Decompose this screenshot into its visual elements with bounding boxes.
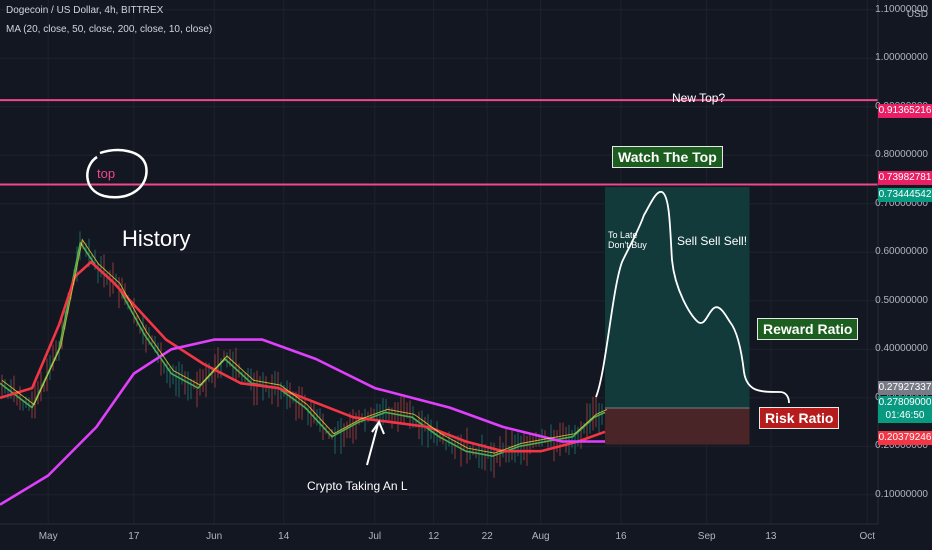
horizontal-lines (0, 99, 878, 186)
price-tag: 01:46:50 (878, 409, 932, 423)
watch-the-top-box: Watch The Top (612, 146, 723, 168)
ma-legend[interactable]: MA (20, close, 50, close, 200, close, 10… (6, 24, 213, 35)
time-axis-label: 12 (428, 531, 440, 542)
price-tag: 0.20379246 (878, 431, 932, 445)
time-axis-label: Jul (368, 531, 382, 542)
time-axis-label: 14 (278, 531, 290, 542)
series-line-ma10 (1, 238, 608, 454)
dont-buy-label: Don't Buy (608, 240, 647, 250)
price-tag: 0.73444542 (878, 188, 932, 202)
price-tag: 0.91365216 (878, 104, 932, 118)
price-axis-label: 0.40000000 (875, 343, 928, 355)
time-axis-label: 17 (128, 531, 140, 542)
price-axis-label: 0.70000000 (875, 197, 928, 209)
reward-ratio-box: Reward Ratio (757, 318, 859, 340)
price-axis-label: 1.00000000 (875, 52, 928, 64)
price-axis-label: 0.60000000 (875, 246, 928, 258)
price-axis-label: 1.10000000 (875, 3, 928, 15)
time-axis-label: Aug (531, 531, 550, 542)
time-axis-label: May (38, 531, 58, 542)
drawings (86, 149, 790, 466)
symbol-title[interactable]: Dogecoin / US Dollar, 4h, BITTREX (6, 5, 164, 16)
risk-ratio-box: Risk Ratio (759, 407, 840, 429)
time-axis-label: 16 (615, 531, 627, 542)
series-line-ma50 (0, 260, 606, 453)
time-axis-label: Jun (206, 531, 223, 542)
reward-zone (604, 187, 750, 409)
price-axis-label: 0.50000000 (875, 294, 928, 306)
price-tag: 0.73982781 (878, 171, 932, 185)
time-axis-label: Oct (859, 531, 876, 542)
ma-series (0, 238, 608, 506)
l-arrow-shaft (366, 423, 379, 466)
position-zones (604, 187, 750, 445)
price-axis-label: 0.20000000 (875, 440, 928, 452)
time-axis-label: 22 (481, 531, 493, 542)
price-tag: 0.27927337 (878, 381, 932, 395)
to-late-label: To Late (608, 230, 638, 240)
top-label: top (97, 166, 116, 181)
sell-label: Sell Sell Sell! (677, 234, 748, 248)
history-label: History (122, 226, 191, 251)
risk-zone (604, 408, 750, 445)
series-line-ma200 (0, 338, 605, 506)
crypto-l-label: Crypto Taking An L (307, 479, 408, 493)
top-circle (86, 149, 148, 199)
grid (0, 0, 878, 524)
time-axis-label: Sep (697, 531, 716, 542)
projection-path (595, 191, 790, 404)
time-axis-label: 13 (765, 531, 777, 542)
l-arrow-head (371, 419, 385, 435)
price-tag: 0.27809000 (878, 396, 932, 410)
price-axis-label: 0.80000000 (875, 149, 928, 161)
price-axis-label: 0.10000000 (875, 488, 928, 500)
new-top-note: New Top? (672, 91, 726, 105)
currency-label[interactable]: USD (906, 9, 928, 20)
